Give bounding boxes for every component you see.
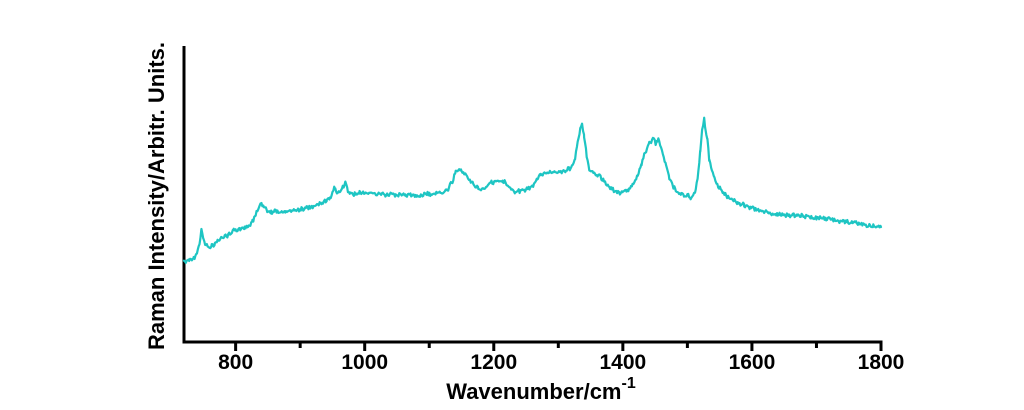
x-axis-ticks (234, 343, 883, 351)
x-axis-label-base: Wavenumber/cm (446, 379, 621, 404)
spectrum-trace (182, 116, 883, 264)
x-axis-label-exponent: -1 (622, 375, 636, 392)
axes (182, 46, 883, 344)
x-axis-label: Wavenumber/cm-1 (446, 375, 636, 404)
x-tick-label: 1000 (341, 351, 388, 374)
x-tick-label: 1800 (858, 351, 905, 374)
y-axis-label: Raman Intensity/Arbitr. Units. (144, 42, 169, 350)
x-tick-label: 1200 (470, 351, 517, 374)
x-tick-label: 800 (218, 351, 253, 374)
x-axis-tick-labels: 800 1000 1200 1400 1600 1800 (218, 351, 904, 374)
x-tick-label: 1600 (729, 351, 776, 374)
x-tick-label: 1400 (599, 351, 646, 374)
